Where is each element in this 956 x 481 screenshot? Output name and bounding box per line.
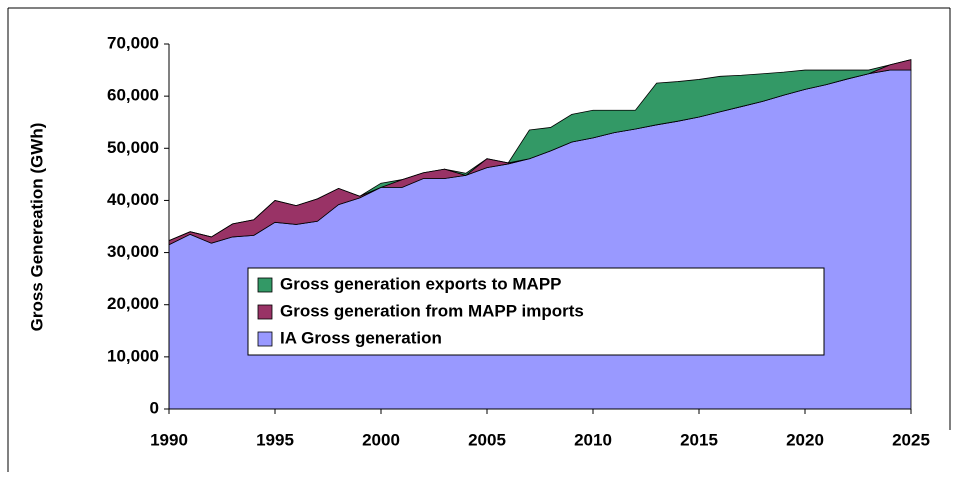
y-tick-label: 30,000 — [107, 242, 159, 261]
y-tick-label: 0 — [150, 398, 159, 417]
legend-swatch — [257, 304, 273, 320]
area — [168, 69, 912, 410]
y-tick-label: 40,000 — [107, 190, 159, 209]
legend-box — [247, 267, 825, 356]
x-tick-label: 1995 — [256, 430, 294, 449]
y-axis-label: Gross Genereation (GWh) — [27, 123, 46, 332]
x-tick-label: 2005 — [468, 430, 506, 449]
x-tick-label: 2000 — [362, 430, 400, 449]
area — [168, 59, 912, 241]
y-tick-label: 70,000 — [107, 33, 159, 52]
legend-label: Gross generation exports to MAPP — [280, 274, 562, 293]
x-tick-label: 2015 — [680, 430, 718, 449]
x-tick-label: 2025 — [892, 430, 930, 449]
legend-label: IA Gross generation — [280, 328, 442, 347]
y-tick-label: 60,000 — [107, 86, 159, 105]
y-tick-label: 50,000 — [107, 138, 159, 157]
y-tick-label: 10,000 — [107, 346, 159, 365]
legend-swatch — [257, 331, 273, 347]
legend-swatch — [257, 277, 273, 293]
x-tick-label: 1990 — [150, 430, 188, 449]
legend-label: Gross generation from MAPP imports — [280, 301, 584, 320]
x-tick-label: 2020 — [786, 430, 824, 449]
x-tick-label: 2010 — [574, 430, 612, 449]
y-tick-label: 20,000 — [107, 294, 159, 313]
